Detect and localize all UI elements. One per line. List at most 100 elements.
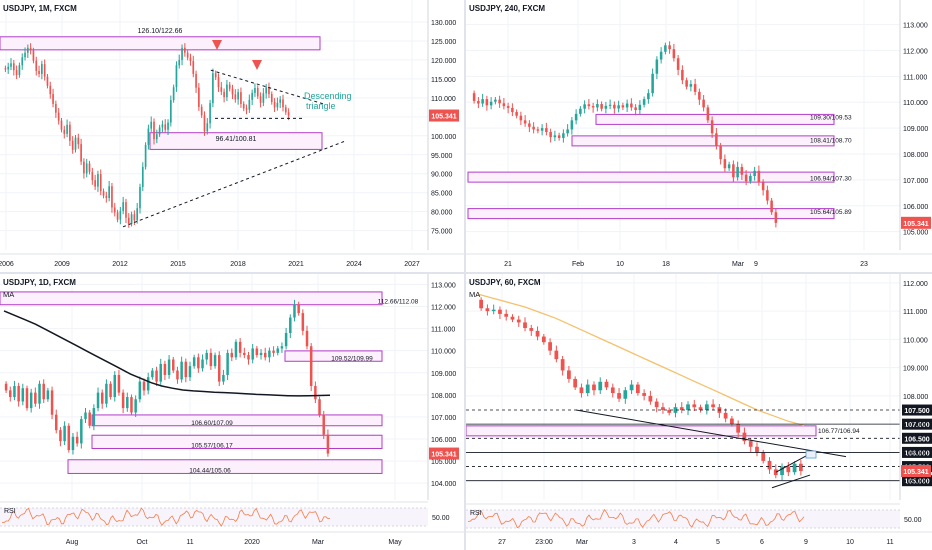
last-price-text: 105.341 [431, 114, 456, 121]
candle-body [535, 330, 540, 337]
candle-body [770, 200, 773, 213]
candle-body [13, 386, 16, 398]
candle-body [7, 66, 10, 70]
candle-body [126, 397, 129, 409]
candle-body [172, 359, 175, 371]
candle-body [189, 57, 192, 62]
candle-body [774, 212, 778, 223]
candle-body [240, 92, 242, 104]
candle-body [49, 85, 52, 95]
price-level-badge-text: 106.500 [904, 436, 929, 443]
y-tick-label: 109.000 [903, 366, 928, 373]
candle-body [553, 135, 557, 138]
x-tick-label: May [388, 539, 402, 546]
triangle-upper-line [210, 69, 325, 105]
candle-body [689, 84, 693, 87]
candle-body [642, 99, 646, 105]
candle-body [667, 410, 672, 413]
candle-body [159, 363, 162, 382]
candle-body [711, 404, 715, 408]
candle-body [24, 52, 26, 58]
y-tick-label: 113.000 [903, 23, 928, 30]
candle-body [742, 432, 747, 442]
chart-title: USDJPY, 1M, FXCM [3, 4, 77, 13]
candle-body [736, 424, 741, 433]
candle-body [591, 106, 595, 108]
price-zone [0, 36, 321, 51]
x-tick-label: 2009 [54, 261, 70, 268]
chart-panel-monthly[interactable]: 126.10/122.66 96.41/100.81 Descendingtrian… [0, 0, 464, 272]
candle-body [604, 105, 608, 109]
candle-body [237, 92, 239, 100]
price-zone [91, 434, 383, 449]
price-level-badge [902, 404, 932, 416]
candle-body [280, 346, 284, 349]
candle-body [146, 377, 150, 391]
candle-body [541, 336, 546, 343]
candle-body [38, 383, 41, 404]
candle-body [634, 107, 637, 110]
zone-label: 126.10/122.66 [138, 28, 183, 35]
candle-body [226, 84, 228, 98]
price-zone [91, 414, 383, 427]
candle-body [167, 359, 171, 375]
candle-body [268, 87, 270, 95]
price-zone [284, 350, 383, 362]
chart-panel-4hour[interactable]: 109.30/109.53 108.41/108.70 106.94/107.30 1… [466, 0, 932, 272]
price-zone [595, 113, 835, 125]
x-tick-label: 10 [846, 539, 854, 546]
x-tick-label: 3 [632, 539, 636, 546]
candle-body [608, 104, 612, 106]
candle-body [217, 77, 220, 88]
candle-body [26, 47, 29, 53]
candle-body [757, 170, 761, 183]
price-level-badge-text: 106.000 [904, 450, 929, 457]
candle-body [715, 133, 718, 147]
candle-body [511, 107, 514, 113]
x-tick-label: 23:00 [535, 539, 553, 546]
price-level-badge [902, 446, 932, 458]
candle-body [226, 352, 229, 375]
candle-body [41, 64, 43, 74]
candle-body [272, 350, 275, 353]
candle-body [532, 126, 535, 130]
chart-panel-hourly[interactable]: 106.77/106.94 107.500 107.000 106.500 106.00… [466, 274, 932, 550]
candle-body [557, 135, 561, 138]
candle-body [256, 88, 259, 97]
candle-body [9, 390, 12, 398]
candle-body [167, 122, 169, 130]
candle-body [301, 313, 305, 331]
chart-panel-daily[interactable]: 112.66/112.08 109.52/109.99 106.60/107.09 1… [0, 274, 464, 550]
candle-body [35, 60, 38, 71]
x-tick-label: 2012 [112, 261, 128, 268]
candle-body [21, 57, 24, 66]
candle-body [706, 107, 710, 121]
x-tick-label: 2015 [170, 261, 186, 268]
candle-body [494, 99, 497, 102]
candle-body [84, 412, 87, 420]
y-tick-label: 125.000 [431, 39, 456, 46]
candle-body [755, 446, 759, 453]
candle-body [629, 384, 634, 391]
x-tick-label: 11 [886, 539, 893, 546]
candle-body [284, 107, 287, 113]
candle-body [15, 70, 18, 76]
candle-body [287, 112, 290, 116]
candle-body [753, 170, 756, 176]
x-tick-label: Feb [572, 261, 584, 268]
candle-body [506, 106, 510, 108]
candle-body [259, 352, 263, 356]
y-tick-label: 107.000 [431, 415, 456, 422]
y-tick-label: 107.000 [903, 178, 928, 185]
y-tick-label: 111.000 [903, 309, 927, 316]
last-price-text: 105.341 [431, 452, 456, 459]
candle-body [206, 123, 209, 132]
candle-body [198, 87, 200, 107]
x-tick-label: 21 [504, 261, 512, 268]
candle-body [573, 378, 578, 388]
candle-body [259, 96, 262, 103]
candle-body [251, 348, 254, 360]
candle-body [276, 348, 280, 353]
candle-body [668, 45, 671, 50]
y-tick-label: 112.000 [903, 281, 928, 288]
